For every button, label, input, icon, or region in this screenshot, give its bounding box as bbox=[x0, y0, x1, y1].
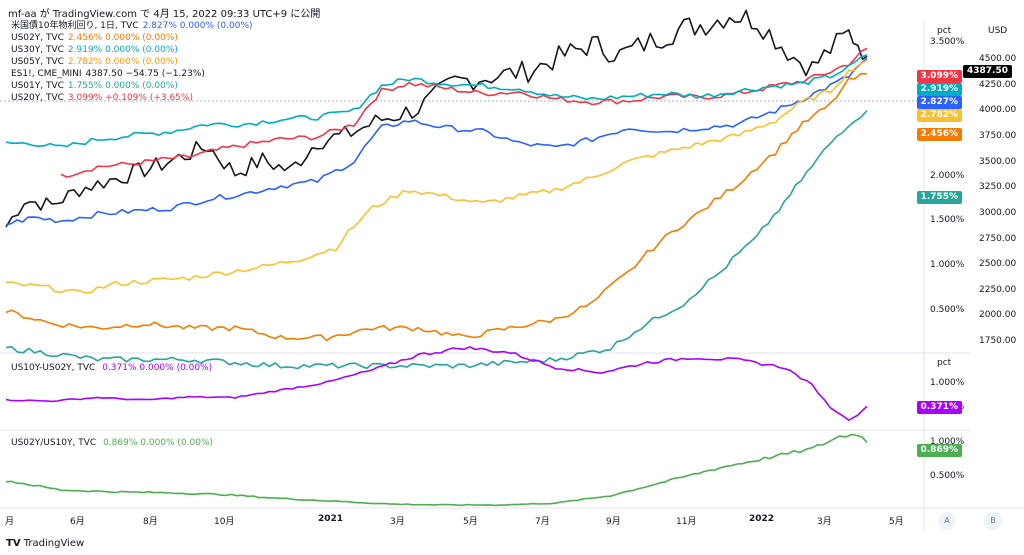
series-line-us02y-us10y bbox=[5, 433, 868, 507]
legend-spread2: US02Y/US10Y, TVC 0.869% 0.000% (0.00%) bbox=[11, 437, 213, 449]
x-tick-label: 5月 bbox=[889, 517, 904, 527]
x-tick-label: 11月 bbox=[676, 517, 697, 527]
usd-tick-label: 3250.00 bbox=[979, 182, 1017, 192]
log-scale-button[interactable]: B bbox=[984, 512, 1002, 530]
series-line-us02y bbox=[5, 72, 868, 342]
tradingview-logo[interactable]: 𝗧𝗩 TradingView bbox=[6, 538, 84, 549]
x-tick-label: 7月 bbox=[535, 517, 550, 527]
pct-unit-label: pct bbox=[937, 26, 952, 36]
series-price-tag: 3.099% bbox=[916, 70, 962, 83]
x-tick-label: 3月 bbox=[817, 517, 832, 527]
usd-tick-label: 2250.00 bbox=[979, 285, 1017, 295]
spread2-tick-label: 1.000% bbox=[930, 437, 965, 447]
legend-values: 4387.50 −54.75 (−1.23%) bbox=[85, 69, 205, 79]
legend-spread1-values: 0.371% 0.000% (0.00%) bbox=[102, 363, 213, 373]
pct-tick-label: 3.500% bbox=[930, 37, 965, 47]
spread1-tick-label: 1.000% bbox=[930, 378, 965, 388]
spread2-tick-label: 0.500% bbox=[930, 471, 965, 481]
usd-tick-label: 3000.00 bbox=[979, 208, 1017, 218]
usd-tick-label: 4000.00 bbox=[979, 105, 1017, 115]
tv-logo-icon: 𝗧𝗩 bbox=[6, 538, 21, 549]
publish-header: mf-aa が TradingView.com で 4月 15, 2022 09… bbox=[8, 9, 321, 20]
series-line-us05y bbox=[5, 59, 868, 294]
legend-row: 米国債10年物利回り, 1日, TVC 2.827% 0.000% (0.00%) bbox=[11, 20, 253, 32]
usd-unit-label: USD bbox=[988, 26, 1008, 36]
series-line-us10y-us02y bbox=[5, 346, 868, 421]
pct-tick-label: 1.000% bbox=[930, 260, 965, 270]
legend-spread1-name: US10Y-US02Y, TVC bbox=[11, 363, 96, 373]
usd-tick-label: 2000.00 bbox=[979, 310, 1017, 320]
usd-tick-label: 1750.00 bbox=[979, 336, 1017, 346]
x-tick-label: 2022 bbox=[749, 514, 775, 524]
pct-tick-label: 1.500% bbox=[930, 215, 965, 225]
es-price-tag: 4387.50 bbox=[963, 65, 1012, 78]
series-price-tag: 2.919% bbox=[916, 83, 962, 96]
series-line-es1- bbox=[5, 9, 868, 228]
series-price-tag: 2.827% bbox=[916, 96, 962, 109]
legend-row: US05Y, TVC 2.782% 0.000% (0.00%) bbox=[11, 56, 178, 68]
series-price-tag: 1.755% bbox=[916, 191, 962, 204]
legend-values: 2.456% 0.000% (0.00%) bbox=[67, 33, 178, 43]
x-tick-label: 10月 bbox=[214, 517, 235, 527]
usd-tick-label: 2500.00 bbox=[979, 259, 1017, 269]
tv-logo-text: TradingView bbox=[23, 538, 85, 549]
legend-spread1: US10Y-US02Y, TVC 0.371% 0.000% (0.00%) bbox=[11, 362, 212, 374]
legend-spread2-values: 0.869% 0.000% (0.00%) bbox=[103, 438, 214, 448]
legend-values: 2.782% 0.000% (0.00%) bbox=[67, 57, 178, 67]
legend-row: US20Y, TVC 3.099% +0.109% (+3.65%) bbox=[11, 92, 193, 104]
legend-name: US02Y, TVC bbox=[11, 33, 64, 43]
x-tick-label: 6月 bbox=[70, 517, 85, 527]
legend-spread2-name: US02Y/US10Y, TVC bbox=[11, 438, 97, 448]
x-tick-label: 月 bbox=[5, 517, 15, 527]
legend-name: 米国債10年物利回り, 1日, TVC bbox=[11, 21, 139, 31]
legend-row: US02Y, TVC 2.456% 0.000% (0.00%) bbox=[11, 32, 178, 44]
legend-name: US30Y, TVC bbox=[11, 45, 64, 55]
x-tick-label: 2021 bbox=[318, 514, 344, 524]
usd-tick-label: 4500.00 bbox=[979, 54, 1017, 64]
usd-tick-label: 2750.00 bbox=[979, 234, 1017, 244]
series-line-us01y bbox=[5, 109, 868, 370]
series-price-tag: 2.782% bbox=[916, 109, 962, 122]
legend-values: 2.919% 0.000% (0.00%) bbox=[67, 45, 178, 55]
series-line-us10y bbox=[5, 57, 868, 226]
legend-values: 1.755% 0.000% (0.00%) bbox=[67, 81, 178, 91]
legend-name: US01Y, TVC bbox=[11, 81, 64, 91]
usd-tick-label: 4250.00 bbox=[979, 80, 1017, 90]
legend-values: 2.827% 0.000% (0.00%) bbox=[142, 21, 253, 31]
x-tick-label: 8月 bbox=[143, 517, 158, 527]
legend-row: US30Y, TVC 2.919% 0.000% (0.00%) bbox=[11, 44, 178, 56]
spread2-price-tag: 0.869% bbox=[916, 444, 962, 457]
legend-row: US01Y, TVC 1.755% 0.000% (0.00%) bbox=[11, 80, 178, 92]
series-price-tag: 2.456% bbox=[916, 128, 962, 141]
auto-scale-button[interactable]: A bbox=[938, 512, 956, 530]
legend-name: US05Y, TVC bbox=[11, 57, 64, 67]
pct-tick-label: 0.500% bbox=[930, 305, 965, 315]
spread1-price-tag: 0.371% bbox=[916, 401, 962, 414]
pct-unit-label-2: pct bbox=[937, 358, 952, 368]
usd-tick-label: 3750.00 bbox=[979, 131, 1017, 141]
x-tick-label: 9月 bbox=[606, 517, 621, 527]
usd-tick-label: 3500.00 bbox=[979, 157, 1017, 167]
pct-tick-label: 2.000% bbox=[930, 171, 965, 181]
legend-values: 3.099% +0.109% (+3.65%) bbox=[67, 93, 193, 103]
legend-row: ES1!, CME_MINI 4387.50 −54.75 (−1.23%) bbox=[11, 68, 205, 80]
legend-name: ES1!, CME_MINI bbox=[11, 69, 82, 79]
x-tick-label: 3月 bbox=[390, 517, 405, 527]
series-line-us30y bbox=[5, 54, 868, 148]
x-tick-label: 5月 bbox=[463, 517, 478, 527]
legend-name: US20Y, TVC bbox=[11, 93, 64, 103]
